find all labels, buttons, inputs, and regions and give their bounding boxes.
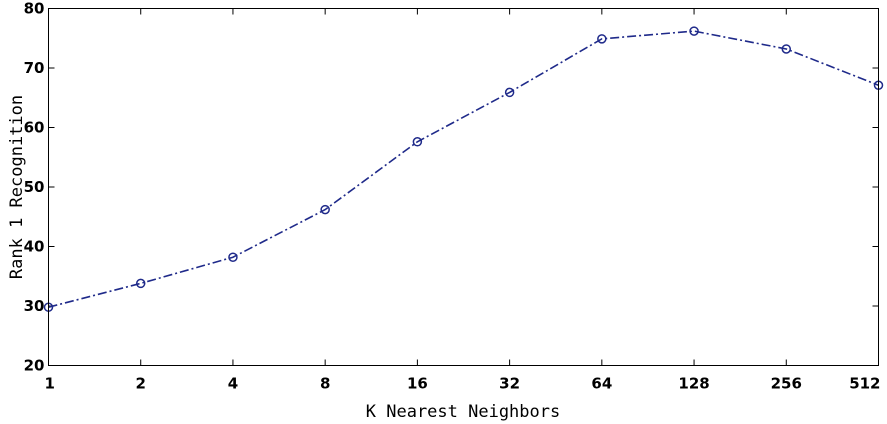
x-tick-label: 2 [136, 375, 146, 393]
y-axis-label: Rank 1 Recognition [7, 95, 27, 279]
data-point [412, 137, 423, 147]
y-tick-label: 50 [24, 178, 45, 196]
x-tick-label: 1 [45, 375, 55, 393]
x-tick-label: 256 [771, 375, 802, 393]
data-point [597, 34, 607, 44]
x-tick-label: 16 [407, 375, 428, 393]
y-tick-label: 60 [24, 119, 45, 137]
data-point [781, 44, 792, 54]
series-layer [43, 26, 884, 312]
y-tick-label: 70 [24, 59, 45, 77]
plot-frame [48, 8, 879, 366]
x-tick-label: 8 [320, 375, 330, 393]
x-tick-label: 64 [591, 375, 612, 393]
data-point [504, 87, 515, 98]
y-tick-label: 20 [24, 357, 45, 375]
y-tick-label: 40 [24, 238, 45, 256]
ticks-layer: 20 30 40 50 60 70 80 1 2 4 8 16 32 64 128 256 512 [24, 0, 881, 393]
x-axis-label: K Nearest Neighbors [366, 402, 560, 422]
series-line [48, 30, 879, 308]
y-tick-label: 30 [24, 297, 45, 315]
x-tick-label: 4 [228, 375, 238, 393]
data-point [228, 252, 238, 262]
x-tick-label: 128 [678, 375, 709, 393]
x-tick-label: 512 [849, 375, 880, 393]
data-point [320, 204, 330, 215]
data-point [135, 278, 146, 289]
data-point [689, 26, 699, 36]
x-tick-label: 32 [499, 375, 520, 393]
y-tick-label: 80 [24, 0, 45, 18]
